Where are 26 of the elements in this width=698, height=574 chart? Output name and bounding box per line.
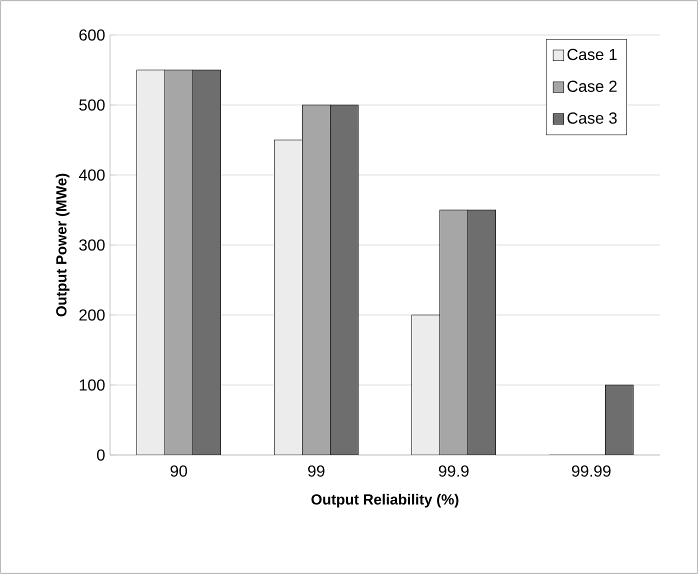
bar xyxy=(136,70,166,455)
x-tick-label: 99.99 xyxy=(572,465,611,477)
y-tick-label: 600 xyxy=(79,29,105,41)
bar xyxy=(411,314,440,455)
x-tick-label: 99 xyxy=(308,465,324,477)
y-tick-label: 200 xyxy=(79,309,105,321)
y-tick-label: 400 xyxy=(78,169,105,181)
x-axis-title: Output Reliability (%) xyxy=(311,494,458,508)
y-tick-label: 500 xyxy=(79,99,105,111)
bar xyxy=(274,140,303,455)
legend-label: Case 2 xyxy=(568,80,617,92)
x-tick-label: 90 xyxy=(170,465,188,477)
x-tick-label: 99.9 xyxy=(438,465,469,477)
bar xyxy=(164,70,194,455)
y-axis-title: Output Power (MWe) xyxy=(56,174,70,316)
bar xyxy=(604,384,634,455)
y-tick-label: 0 xyxy=(97,449,105,461)
bar xyxy=(192,70,222,455)
bar xyxy=(439,210,468,455)
bar xyxy=(302,104,331,455)
y-tick-label: 300 xyxy=(79,239,105,251)
legend-label: Case 1 xyxy=(568,48,617,60)
y-tick-label: 100 xyxy=(80,379,105,391)
legend-label: Case 3 xyxy=(568,112,617,124)
bar xyxy=(467,210,496,455)
bar xyxy=(330,104,359,455)
